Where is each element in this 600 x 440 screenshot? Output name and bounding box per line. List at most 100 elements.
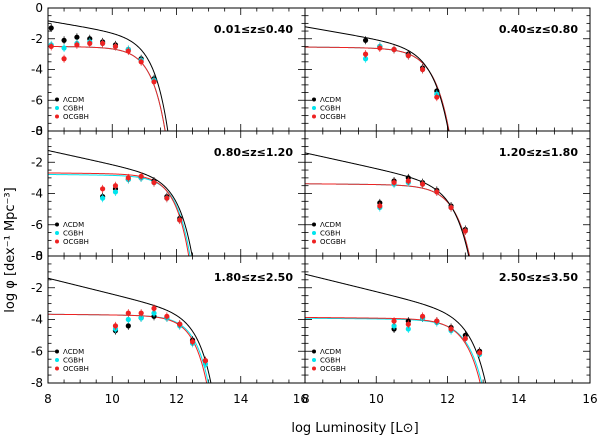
- curves: [48, 150, 193, 256]
- data-point-ocgbh: [405, 53, 411, 59]
- data-point-ocgbh: [405, 178, 411, 184]
- data-point-ocgbh: [112, 183, 119, 189]
- points: [362, 36, 440, 102]
- y-tick-label: -6: [31, 218, 43, 232]
- points: [112, 304, 209, 368]
- legend-label: OCGBH: [63, 365, 89, 373]
- data-point-ocgbh: [434, 189, 440, 195]
- curve-lcdm: [305, 26, 449, 131]
- data-point-cgbh: [151, 310, 157, 316]
- legend-marker: [55, 114, 59, 119]
- legend-label: ΛCDM: [320, 348, 341, 356]
- data-point-ocgbh: [476, 350, 483, 356]
- legend-label: CGBH: [320, 357, 340, 365]
- legend-marker: [312, 349, 316, 354]
- y-tick-label: -4: [31, 313, 43, 327]
- data-point-ocgbh: [164, 313, 170, 319]
- curve-cgbh: [48, 173, 191, 256]
- data-point-ocgbh: [189, 339, 196, 345]
- legend-marker: [55, 239, 59, 244]
- data-point-ocgbh: [164, 195, 170, 201]
- data-point-ocgbh: [434, 318, 440, 324]
- data-point-cgbh: [61, 45, 67, 51]
- curves: [48, 20, 169, 131]
- data-point-ocgbh: [125, 48, 131, 54]
- panel-label: 0.80≤z≤1.20: [214, 146, 293, 159]
- curve-ocgbh: [48, 172, 190, 256]
- data-point-ocgbh: [448, 204, 454, 211]
- legend-label: CGBH: [63, 230, 83, 238]
- panel-label: 1.20≤z≤1.80: [499, 146, 578, 159]
- data-point-ocgbh: [138, 173, 144, 179]
- legend-marker: [55, 222, 59, 227]
- legend-label: ΛCDM: [320, 221, 341, 229]
- panel-label: 0.01≤z≤0.40: [214, 23, 293, 36]
- legend-marker: [312, 366, 316, 371]
- data-point-cgbh: [138, 315, 144, 321]
- x-axis-title-prefix: log Luminosity [L: [291, 421, 403, 436]
- data-point-ocgbh: [462, 335, 468, 342]
- curve-lcdm: [48, 277, 212, 383]
- data-point-ocgbh: [377, 45, 383, 51]
- curves: [305, 152, 471, 256]
- legend-label: ΛCDM: [63, 96, 84, 104]
- data-point-ocgbh: [74, 42, 80, 48]
- y-tick-label: 0: [35, 249, 43, 263]
- curve-lcdm: [305, 152, 470, 256]
- legend-label: OCGBH: [63, 238, 89, 246]
- y-tick-label: -6: [31, 93, 43, 107]
- x-tick-label: 14: [511, 392, 526, 406]
- data-point-ocgbh: [100, 186, 106, 192]
- x-tick-label: 16: [582, 392, 597, 406]
- data-point-ocgbh: [391, 318, 397, 324]
- x-tick-label: 16: [293, 392, 308, 406]
- data-point-ocgbh: [419, 313, 426, 319]
- legend-label: OCGBH: [320, 238, 346, 246]
- points: [377, 173, 468, 235]
- legend-label: CGBH: [320, 230, 340, 238]
- data-point-cgbh: [100, 195, 106, 201]
- curves: [305, 26, 450, 131]
- data-point-ocgbh: [391, 46, 397, 53]
- data-point-lcdm: [61, 37, 67, 43]
- data-point-ocgbh: [177, 217, 183, 223]
- points: [48, 23, 157, 86]
- points: [100, 172, 183, 225]
- legend-label: ΛCDM: [63, 221, 84, 229]
- data-point-ocgbh: [448, 326, 454, 332]
- data-point-ocgbh: [419, 66, 426, 73]
- panel-label: 0.40≤z≤0.80: [499, 23, 578, 36]
- data-point-lcdm: [74, 34, 80, 40]
- data-point-cgbh: [112, 189, 119, 195]
- data-point-ocgbh: [391, 179, 397, 186]
- data-point-ocgbh: [48, 43, 54, 50]
- data-point-ocgbh: [405, 321, 411, 327]
- y-tick-label: -4: [31, 187, 43, 201]
- axes-labels: -8-6-4-20-8-6-4-20-8-6-4-208 10 12 14 168 10 1…: [31, 1, 598, 406]
- curve-lcdm: [48, 150, 193, 256]
- legend-marker: [55, 97, 59, 102]
- y-tick-label: 0: [35, 1, 43, 15]
- curve-ocgbh: [48, 45, 166, 131]
- x-tick-label: 8: [44, 392, 52, 406]
- data-point-ocgbh: [138, 310, 144, 316]
- data-point-ocgbh: [100, 40, 106, 46]
- data-point-ocgbh: [434, 94, 440, 100]
- y-tick-label: -4: [31, 63, 43, 77]
- y-tick-label: -2: [31, 32, 43, 46]
- curves: [305, 273, 487, 383]
- legend-marker: [312, 106, 316, 110]
- legend-marker: [312, 358, 316, 362]
- panels: 0.01≤z≤0.40ΛCDMCGBHOCGBH0.40≤z≤0.80ΛCDMC…: [47, 7, 591, 384]
- data-point-cgbh: [405, 326, 411, 332]
- legend-label: OCGBH: [320, 113, 346, 121]
- panel-label: 2.50≤z≤3.50: [499, 271, 578, 284]
